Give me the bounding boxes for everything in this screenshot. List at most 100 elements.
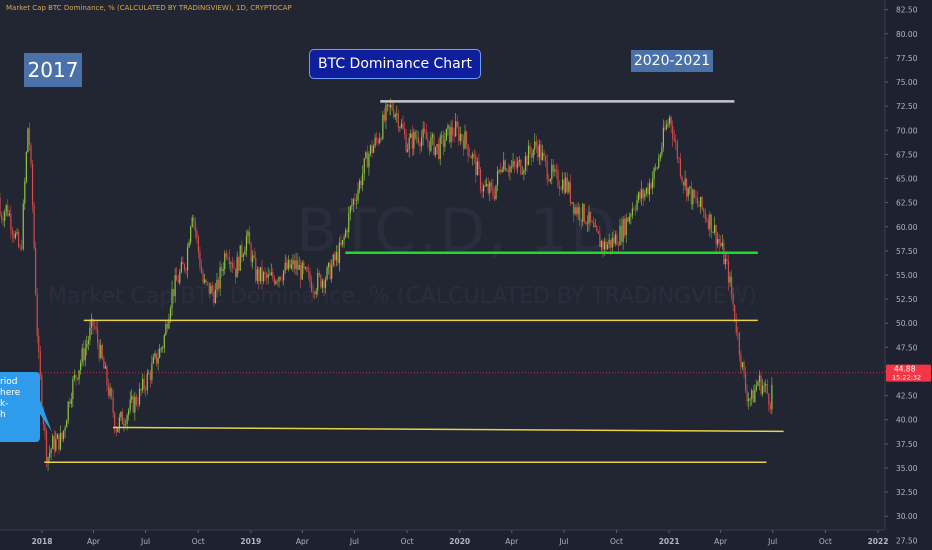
candles-group (0, 98, 773, 471)
candle-body (95, 326, 97, 330)
candle-body (523, 170, 525, 174)
candle-body (151, 363, 153, 380)
candle-body (266, 274, 268, 278)
candle-body (228, 257, 230, 264)
candle-body (768, 393, 770, 405)
candle-body (166, 323, 168, 329)
candle-body (665, 124, 668, 130)
candle-body (678, 158, 680, 160)
candle-body (13, 234, 15, 239)
candle-body (673, 138, 675, 141)
candle-body (681, 176, 683, 182)
candle-body (221, 267, 223, 271)
candle-body (690, 186, 692, 205)
candle-body (27, 128, 29, 153)
candle-body (100, 345, 102, 359)
candle-body (97, 329, 99, 343)
candle-body (109, 388, 111, 396)
candle-body (30, 145, 32, 164)
y-tick-label: 65.00 (896, 175, 918, 184)
candle-body (748, 398, 750, 401)
candle-body (506, 170, 508, 172)
candle-body (479, 169, 482, 190)
candle-body (200, 266, 203, 273)
y-tick-label: 47.50 (896, 343, 918, 352)
candle-body (320, 274, 322, 288)
candle-body (120, 411, 122, 418)
candle-body (145, 388, 147, 391)
candle-body (645, 187, 647, 194)
candle-body (738, 333, 740, 355)
candle-body (417, 137, 420, 144)
candle-body (126, 415, 128, 425)
candle-body (306, 267, 308, 272)
candle-body (205, 279, 207, 282)
candle-body (341, 240, 344, 245)
callout-pointer (40, 400, 52, 432)
candle-body (394, 114, 396, 118)
candle-body (758, 375, 761, 383)
candle-body (713, 225, 716, 233)
callout-line: riod (0, 377, 18, 387)
candle-body (300, 264, 302, 280)
x-tick-label: Apr (87, 537, 101, 546)
candle-body (231, 262, 234, 268)
candle-body (557, 170, 559, 187)
candle-body (24, 181, 26, 204)
candle-body (317, 273, 319, 291)
x-tick-label: Apr (505, 537, 519, 546)
label-2017: 2017 (24, 53, 82, 87)
candle-body (107, 385, 110, 396)
candle-body (222, 269, 224, 271)
candle-body (670, 117, 672, 126)
y-tick-label: 52.50 (896, 295, 918, 304)
candle-body (377, 140, 379, 144)
candle-body (450, 127, 452, 143)
candle-body (132, 396, 134, 413)
candle-body (478, 161, 480, 170)
candle-body (326, 267, 328, 280)
candle-body (173, 289, 175, 297)
candle-body (579, 207, 581, 220)
candle-body (35, 248, 37, 295)
candle-body (724, 259, 726, 265)
candle-body (543, 152, 545, 156)
y-axis-panel (885, 0, 932, 550)
candle-body (149, 373, 151, 380)
candle-body (22, 203, 24, 249)
candle-body (549, 179, 551, 182)
candle-body (509, 166, 511, 173)
candle-body (39, 351, 41, 376)
candle-body (687, 187, 689, 197)
candle-body (472, 153, 474, 159)
candle-body (92, 318, 94, 326)
candle-body (512, 161, 514, 167)
candle-body (749, 398, 751, 400)
candle-body (735, 320, 737, 334)
candle-body (653, 168, 655, 179)
candle-body (78, 370, 80, 380)
x-tick-label: Oct (819, 537, 832, 546)
candle-body (244, 250, 246, 255)
candle-body (214, 289, 217, 303)
candle-body (86, 344, 88, 348)
watermark-description: Market Cap BTC Dominance, % (CALCULATED … (48, 284, 757, 309)
candle-body (710, 214, 713, 233)
candle-body (388, 104, 390, 108)
candle-body (391, 104, 393, 110)
candle-body (396, 113, 398, 115)
candle-body (0, 197, 1, 216)
x-tick-label: Apr (714, 537, 728, 546)
candle-body (771, 384, 773, 410)
candle-body (349, 206, 351, 214)
candle-body (408, 137, 410, 150)
candle-body (586, 223, 589, 225)
candle-body (138, 388, 141, 405)
x-tick-label: Jul (767, 537, 777, 546)
candle-body (390, 104, 392, 108)
candle-body (393, 109, 395, 118)
candle-body (80, 362, 82, 371)
candle-body (607, 244, 609, 250)
